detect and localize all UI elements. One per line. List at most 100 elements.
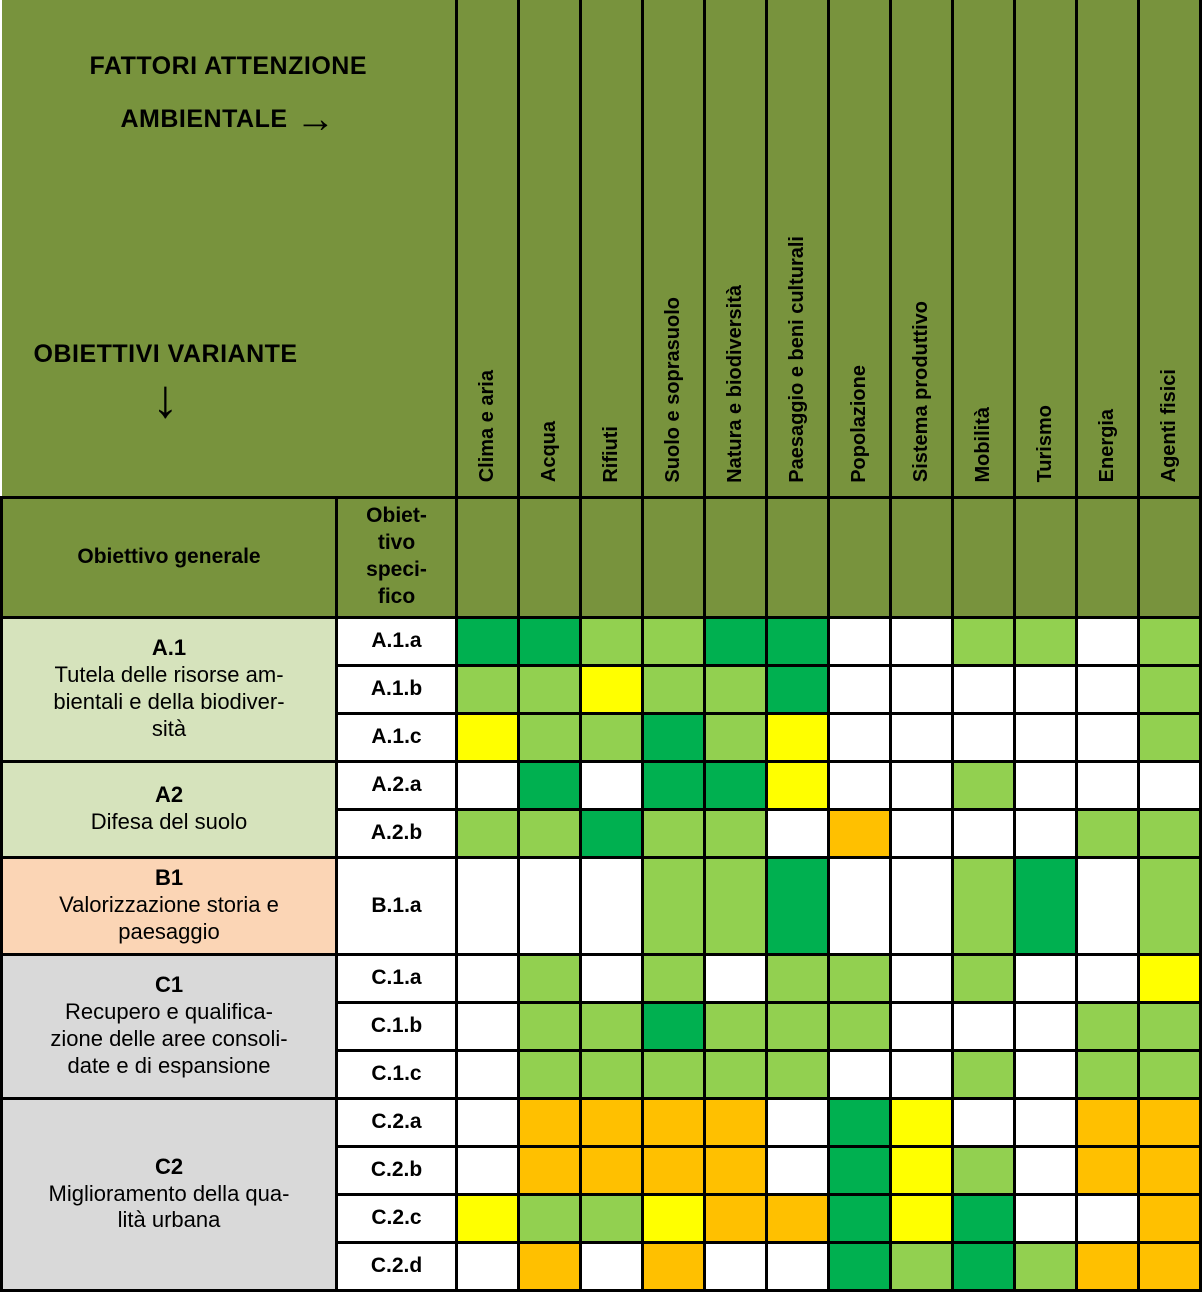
matrix-cell — [517, 1144, 582, 1196]
matrix-cell — [1137, 711, 1202, 763]
matrix-cell — [951, 1240, 1016, 1292]
header-spacer-cell — [951, 495, 1016, 619]
right-arrow-icon: → — [295, 97, 337, 141]
column-header-3: Rifiuti — [579, 0, 644, 499]
matrix-cell — [765, 855, 830, 956]
matrix-cell — [703, 1096, 768, 1148]
column-header-label: Sistema produttivo — [910, 301, 932, 483]
matrix-cell — [1013, 807, 1078, 859]
matrix-cell — [455, 711, 520, 763]
matrix-cell — [765, 1000, 830, 1052]
matrix-cell — [765, 663, 830, 715]
column-header-label: Rifiuti — [600, 425, 622, 483]
matrix-cell — [455, 952, 520, 1004]
matrix-cell — [889, 952, 954, 1004]
matrix-cell — [1013, 1192, 1078, 1244]
matrix-cell — [1137, 1048, 1202, 1100]
row-code-C.2.b: C.2.b — [335, 1144, 458, 1196]
header-spacer-cell — [1137, 495, 1202, 619]
column-header-10: Turismo — [1013, 0, 1078, 499]
matrix-cell — [951, 952, 1016, 1004]
group-label-C2: C2 Miglioramento della qua- lità urbana — [0, 1096, 338, 1292]
matrix-cell — [827, 807, 892, 859]
matrix-cell — [889, 1144, 954, 1196]
matrix-cell — [455, 1144, 520, 1196]
matrix-cell — [1075, 615, 1140, 667]
table-row-C.2.c: C.2.c — [2, 1192, 1202, 1244]
matrix-cell — [703, 1240, 768, 1292]
matrix-cell — [641, 1144, 706, 1196]
matrix-cell — [827, 952, 892, 1004]
matrix-cell — [889, 855, 954, 956]
matrix-cell — [765, 1048, 830, 1100]
group-description: Valorizzazione storia e paesaggio — [59, 892, 279, 944]
matrix-cell — [889, 807, 954, 859]
matrix-cell — [827, 1048, 892, 1100]
table-row-A.2.b: A.2.b — [2, 807, 1202, 859]
table-row-C.2.d: C.2.d — [2, 1240, 1202, 1292]
header-spacer-cell — [455, 495, 520, 619]
header-spacer-cell — [889, 495, 954, 619]
matrix-cell — [703, 1000, 768, 1052]
matrix-cell — [579, 1240, 644, 1292]
down-arrow-icon: ↓ — [151, 369, 180, 429]
column-header-7: Popolazione — [827, 0, 892, 499]
matrix-cell — [703, 711, 768, 763]
column-header-1: Clima e aria — [455, 0, 520, 499]
matrix-cell — [1013, 1144, 1078, 1196]
matrix-cell — [517, 1240, 582, 1292]
matrix-cell — [579, 615, 644, 667]
matrix-cell — [703, 1192, 768, 1244]
table-row-A.1.c: A.1.c — [2, 711, 1202, 763]
header-spacer-cell — [765, 495, 830, 619]
matrix-cell — [1137, 1096, 1202, 1148]
matrix-cell — [579, 663, 644, 715]
matrix-cell — [1137, 1000, 1202, 1052]
matrix-cell — [827, 1000, 892, 1052]
matrix-cell — [703, 759, 768, 811]
matrix-cell — [641, 952, 706, 1004]
table-row-A.1.a: A.1 Tutela delle risorse am- bientali e d… — [0, 615, 1202, 763]
matrix-cell — [579, 711, 644, 763]
column-header-5: Natura e biodiversità — [703, 0, 768, 499]
row-code-C.2.c: C.2.c — [335, 1192, 458, 1244]
matrix-cell — [765, 711, 830, 763]
column-header-label: Popolazione — [848, 364, 870, 483]
column-header-label: Energia — [1096, 409, 1118, 483]
matrix-cell — [517, 855, 582, 956]
matrix-cell — [951, 615, 1016, 667]
column-header-label: Turismo — [1034, 405, 1056, 483]
matrix-cell — [951, 663, 1016, 715]
matrix-cell — [1075, 807, 1140, 859]
matrix-cell — [455, 1048, 520, 1100]
row-code-C.2.a: C.2.a — [335, 1096, 458, 1148]
matrix-cell — [827, 615, 892, 667]
matrix-cell — [1013, 663, 1078, 715]
matrix-cell — [1013, 855, 1078, 956]
matrix-cell — [889, 1240, 954, 1292]
matrix-cell — [1075, 855, 1140, 956]
column-header-11: Energia — [1075, 0, 1140, 499]
matrix-cell — [579, 1096, 644, 1148]
matrix-cell — [641, 1000, 706, 1052]
header-spacer-cell — [517, 495, 582, 619]
header-spacer-cell — [579, 495, 644, 619]
group-code: A2 — [154, 782, 184, 808]
header-spacer-cell — [641, 495, 706, 619]
matrix-cell — [517, 1048, 582, 1100]
row-code-C.2.d: C.2.d — [335, 1240, 458, 1292]
factors-label-line2: AMBIENTALE — [120, 105, 288, 133]
matrix-cell — [889, 663, 954, 715]
matrix-cell — [455, 855, 520, 956]
group-label-A.1: A.1 Tutela delle risorse am- bientali e d… — [0, 615, 338, 763]
column-header-label: Agenti fisici — [1158, 369, 1180, 483]
matrix-cell — [951, 1144, 1016, 1196]
row-code-A.1.b: A.1.b — [335, 663, 458, 715]
matrix-cell — [889, 759, 954, 811]
matrix-cell — [827, 759, 892, 811]
matrix-cell — [827, 1192, 892, 1244]
header-top-row: FATTORI ATTENZIONE AMBIENTALE → OBIETTIVI… — [1, 0, 1202, 499]
column-header-label: Mobilità — [972, 406, 994, 483]
matrix-cell — [641, 855, 706, 956]
